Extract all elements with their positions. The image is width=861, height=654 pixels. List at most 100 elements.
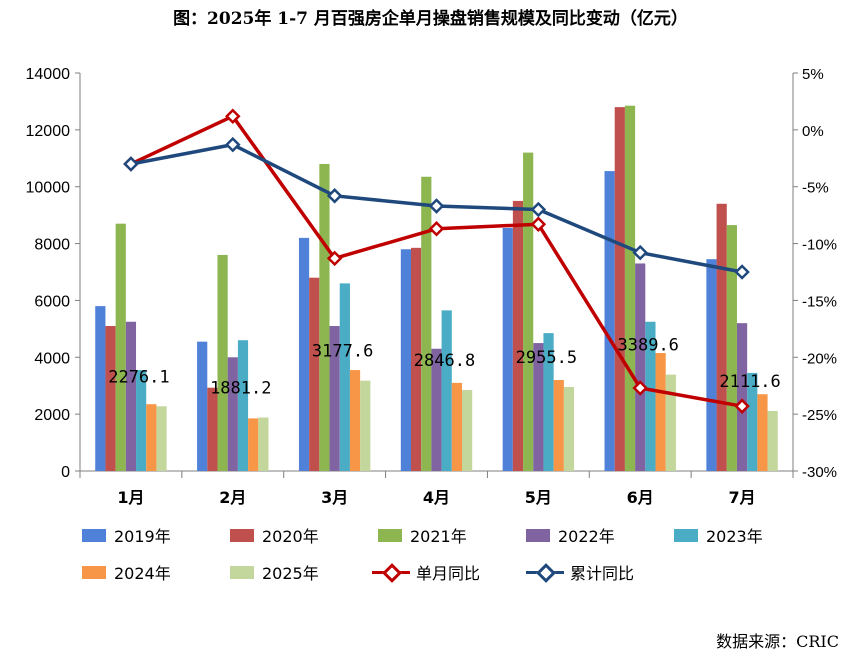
x-tick-label: 6月 <box>627 488 654 507</box>
bar <box>716 203 727 471</box>
bar <box>726 225 737 471</box>
legend-item: 2025年 <box>230 561 319 583</box>
bar <box>197 341 208 471</box>
line-point <box>428 198 445 214</box>
legend-item: 2021年 <box>378 524 467 546</box>
legend-item: 2019年 <box>82 524 171 546</box>
line-point <box>632 380 648 396</box>
legend-label: 2019年 <box>114 527 171 546</box>
bar <box>227 357 238 471</box>
bar <box>431 348 442 471</box>
line-point <box>225 136 241 153</box>
y-tick-label-right: -10% <box>802 237 837 254</box>
line-point <box>530 216 547 233</box>
bar <box>411 247 422 471</box>
bar <box>349 370 361 471</box>
legend-label: 2020年 <box>262 527 319 546</box>
legend-label: 累计同比 <box>570 564 635 583</box>
bar <box>767 410 778 471</box>
legend-label: 2022年 <box>558 527 615 546</box>
line-point <box>530 201 547 218</box>
line-point <box>734 398 750 414</box>
bar <box>736 323 748 471</box>
bar <box>512 200 524 471</box>
legend-swatch <box>230 528 254 542</box>
chart-title: 图：2025年 1-7 月百强房企单月操盘销售规模及同比变动（亿元） <box>173 9 688 29</box>
data-label: 2276.1 <box>108 367 169 387</box>
x-tick-label: 1月 <box>117 488 144 507</box>
bar <box>146 404 157 471</box>
line-point <box>734 264 750 280</box>
legend-item: 2022年 <box>526 524 615 546</box>
bar <box>217 254 228 471</box>
legend-item: 2024年 <box>82 561 171 583</box>
bar <box>502 227 513 471</box>
bar <box>655 353 666 471</box>
data-label: 2846.8 <box>414 351 475 371</box>
bar <box>248 418 259 471</box>
bar <box>533 343 544 471</box>
bar <box>319 163 330 471</box>
bar <box>543 333 554 471</box>
legend-label: 2023年 <box>706 527 763 546</box>
bars <box>95 105 778 472</box>
y-tick-label-left: 2000 <box>34 407 70 424</box>
y-tick-label-right: -5% <box>802 180 829 197</box>
bar <box>451 382 462 471</box>
legend-label: 单月同比 <box>416 564 481 583</box>
legend-swatch <box>82 528 106 542</box>
legend-line-marker <box>526 563 564 583</box>
x-tick-label: 7月 <box>729 488 756 507</box>
y-tick-label-right: -15% <box>802 293 837 310</box>
source-note: 数据来源：CRIC <box>716 632 839 651</box>
lines <box>123 108 750 414</box>
bar <box>136 370 147 471</box>
bar <box>298 237 310 471</box>
bar <box>665 374 676 471</box>
legend-swatch <box>674 528 698 542</box>
legend-line-marker <box>372 563 410 583</box>
legend-item: 累计同比 <box>526 561 634 583</box>
legend-swatch <box>230 565 254 579</box>
line-point <box>428 221 445 237</box>
bar <box>523 152 534 471</box>
legend-item: 单月同比 <box>372 561 480 583</box>
line-point <box>225 108 241 124</box>
data-label: 3177.6 <box>312 342 373 362</box>
axes: 0 2000 4000 6000 8000 10000 12000 14000 5% 0% -5% -… <box>26 66 838 507</box>
bar <box>462 390 473 471</box>
y-tick-label-left: 0 <box>61 464 70 481</box>
data-label: 3389.6 <box>618 336 679 356</box>
data-label: 2955.5 <box>516 348 577 368</box>
x-tick-label: 2月 <box>219 488 246 507</box>
bar <box>258 417 269 471</box>
bar <box>400 249 411 471</box>
bar <box>156 406 167 471</box>
y-tick-label-left: 10000 <box>26 180 71 197</box>
y-tick-label-left: 6000 <box>34 293 70 310</box>
data-label: 1881.2 <box>210 379 271 399</box>
bar <box>645 321 656 471</box>
legend-item: 2023年 <box>674 524 763 546</box>
bar <box>360 380 371 471</box>
y-tick-label-right: -30% <box>802 464 837 481</box>
y-tick-label-right: -20% <box>802 350 837 367</box>
line-point <box>123 156 139 172</box>
legend-label: 2024年 <box>114 564 171 583</box>
legend-item: 2020年 <box>230 524 319 546</box>
bar <box>757 394 768 471</box>
x-tick-label: 3月 <box>321 488 348 507</box>
bar <box>329 326 340 471</box>
bar <box>563 386 575 471</box>
bar <box>125 321 137 471</box>
bar <box>421 176 432 471</box>
bar <box>105 326 116 471</box>
bar <box>553 380 564 471</box>
bar <box>604 171 615 472</box>
bar <box>207 387 218 471</box>
y-tick-label-left: 12000 <box>26 123 71 140</box>
line-point <box>326 188 343 204</box>
legend-swatch <box>378 528 402 542</box>
y-tick-label-right: -25% <box>802 407 837 424</box>
